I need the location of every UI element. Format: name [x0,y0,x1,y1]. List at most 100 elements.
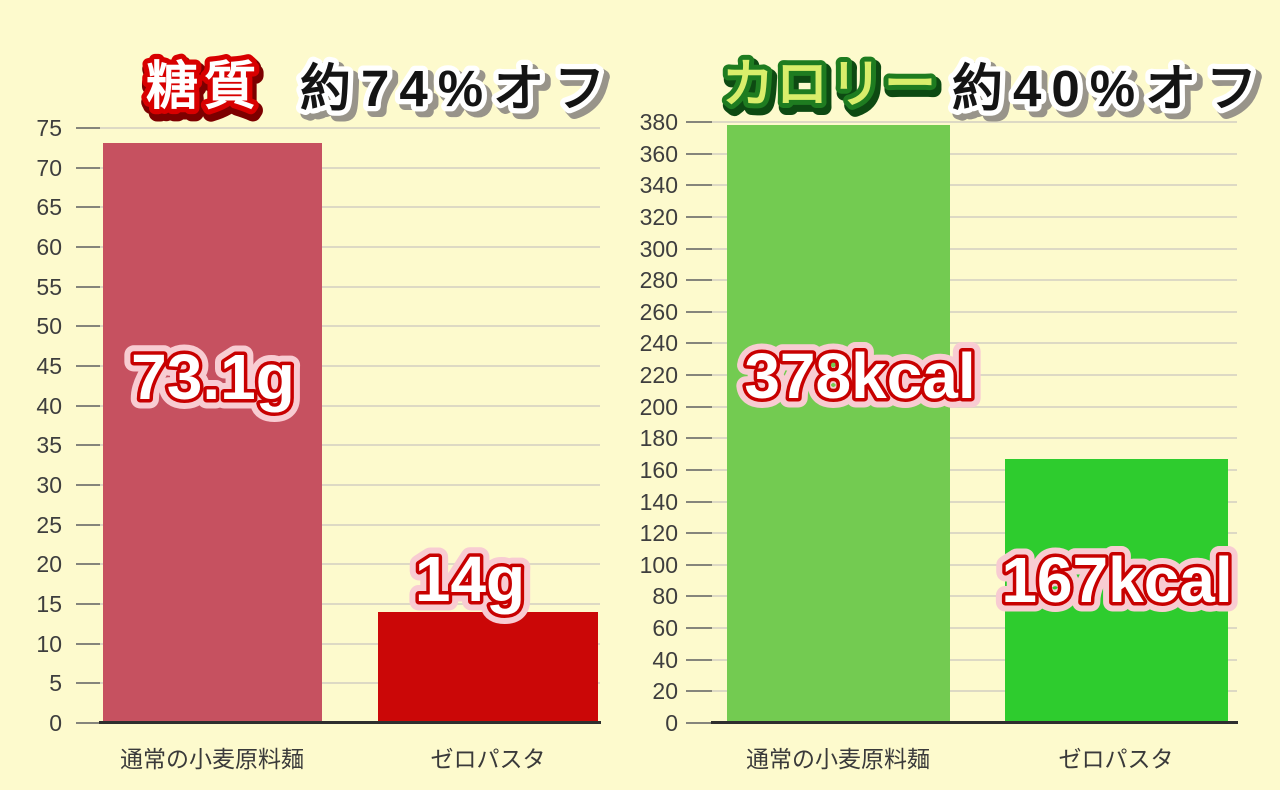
y-axis-tick [76,444,100,446]
y-tick-label: 10 [36,631,62,657]
x-axis-line [711,721,1238,724]
category-label: 通常の小麦原料麺 [120,746,304,772]
gridline [712,342,1237,344]
y-axis-tick [686,532,712,534]
gridline [712,595,1237,597]
sugar-title-offtext: 約74%オフ 約74%オフ 約74%オフ [295,55,620,128]
y-tick-label: 60 [36,234,62,260]
y-axis-tick [686,374,712,376]
svg-text:378kcal: 378kcal [744,340,975,412]
calorie-bar2-value-label: 167kcal 167kcal 167kcal [992,535,1242,626]
gridline [100,127,600,129]
svg-text:73.1g: 73.1g [131,341,295,413]
y-tick-label: 220 [639,362,678,388]
gridline [100,405,600,407]
y-axis-tick [686,279,712,281]
y-axis-tick [686,121,712,123]
y-axis-tick [76,563,100,565]
y-axis-tick [686,406,712,408]
y-tick-label: 140 [639,489,678,515]
gridline [100,682,600,684]
y-tick-label: 340 [639,172,678,198]
gridline [100,563,600,565]
y-axis-tick [686,248,712,250]
gridline [712,659,1237,661]
y-axis-tick [76,286,100,288]
y-tick-label: 30 [36,472,62,498]
y-tick-label: 100 [639,552,678,578]
y-tick-label: 0 [49,710,62,736]
y-axis-tick [76,246,100,248]
gridline [712,184,1237,186]
y-tick-label: 35 [36,432,62,458]
svg-text:カロリー: カロリー [725,61,941,119]
category-label: ゼロパスタ [430,746,546,772]
gridline [100,524,600,526]
y-axis-tick [686,627,712,629]
y-axis-tick [686,722,712,724]
y-axis-tick [76,484,100,486]
y-axis-tick [686,690,712,692]
svg-text:73.1g: 73.1g [131,341,295,413]
svg-text:約40%オフ: 約40%オフ [952,60,1267,117]
svg-text:73.1g: 73.1g [131,341,295,413]
y-axis-tick [686,216,712,218]
y-tick-label: 320 [639,204,678,230]
gridline [100,603,600,605]
y-tick-label: 260 [639,299,678,325]
y-tick-label: 180 [639,425,678,451]
svg-text:約74%オフ: 約74%オフ [300,60,615,117]
y-tick-label: 120 [639,520,678,546]
y-axis-tick [76,524,100,526]
y-tick-label: 45 [36,353,62,379]
y-tick-label: 40 [36,393,62,419]
y-axis-tick [76,167,100,169]
y-axis-tick [76,206,100,208]
y-axis-tick [686,469,712,471]
category-label: ゼロパスタ [1058,746,1174,772]
gridline [712,469,1237,471]
gridline [100,167,600,169]
gridline [100,484,600,486]
svg-text:167kcal: 167kcal [1001,544,1232,616]
y-axis-tick [686,184,712,186]
y-axis-tick [76,682,100,684]
calorie-bar1-value-label: 378kcal 378kcal 378kcal [735,331,985,422]
svg-text:378kcal: 378kcal [744,340,975,412]
category-label: 通常の小麦原料麺 [746,746,930,772]
gridline [712,406,1237,408]
y-tick-label: 20 [652,678,678,704]
gridline [712,532,1237,534]
svg-text:14g: 14g [415,543,525,615]
y-axis-tick [686,501,712,503]
gridline [712,627,1237,629]
y-axis-tick [76,603,100,605]
svg-text:167kcal: 167kcal [1001,544,1232,616]
y-tick-label: 20 [36,551,62,577]
gridline [100,444,600,446]
gridline [712,374,1237,376]
svg-text:約40%オフ: 約40%オフ [952,60,1267,117]
y-tick-label: 5 [49,670,62,696]
svg-text:14g: 14g [415,543,525,615]
y-axis-tick [76,643,100,645]
y-axis-tick [686,342,712,344]
y-tick-label: 65 [36,194,62,220]
svg-text:約74%オフ: 約74%オフ [300,60,615,117]
bar-ゼロパスタ [1005,459,1228,723]
sugar-bar2-value-label: 14g 14g 14g [405,534,534,625]
gridline [712,564,1237,566]
y-axis-tick [686,564,712,566]
gridline [712,437,1237,439]
y-tick-label: 15 [36,591,62,617]
svg-text:糖質: 糖質 [148,63,264,121]
y-axis-tick [686,595,712,597]
svg-text:約74%オフ: 約74%オフ [305,65,620,122]
gridline [712,690,1237,692]
y-tick-label: 300 [639,236,678,262]
y-axis-tick [686,153,712,155]
y-tick-label: 380 [639,109,678,135]
y-axis-tick [76,405,100,407]
